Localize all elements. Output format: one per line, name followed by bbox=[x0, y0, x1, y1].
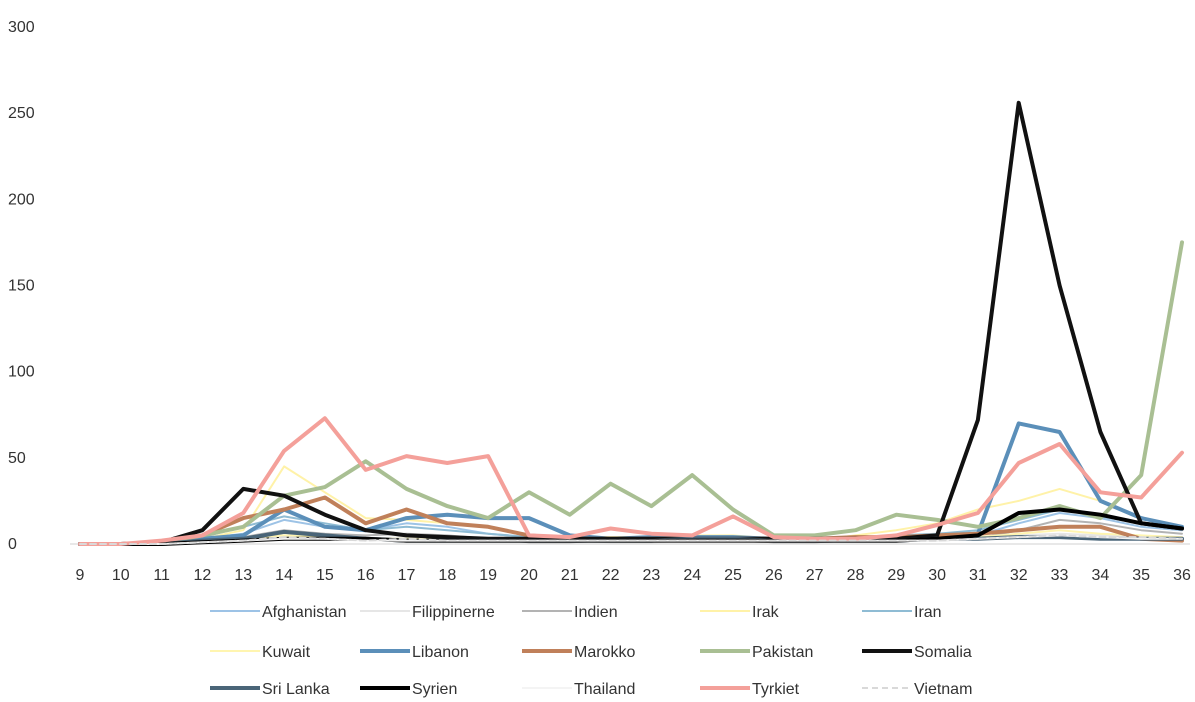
x-tick-label: 14 bbox=[275, 567, 293, 584]
x-tick-label: 32 bbox=[1010, 567, 1028, 584]
x-tick-label: 10 bbox=[112, 567, 130, 584]
legend-label: Thailand bbox=[574, 681, 635, 698]
x-tick-label: 28 bbox=[847, 567, 865, 584]
y-axis-ticks: 0 50 100 150 200 250 300 bbox=[8, 19, 35, 553]
legend-label: Indien bbox=[574, 604, 618, 621]
legend-item: Indien bbox=[522, 604, 618, 621]
x-tick-label: 12 bbox=[194, 567, 212, 584]
legend-label: Iran bbox=[914, 604, 942, 621]
legend-label: Marokko bbox=[574, 644, 635, 661]
series-line-tyrkiet bbox=[78, 416, 1184, 546]
legend-item: Marokko bbox=[522, 644, 635, 661]
legend-label: Kuwait bbox=[262, 644, 311, 661]
legend-label: Tyrkiet bbox=[752, 681, 800, 698]
x-tick-label: 34 bbox=[1091, 567, 1109, 584]
legend-item: Somalia bbox=[862, 644, 972, 661]
x-tick-label: 19 bbox=[479, 567, 497, 584]
legend-item: Syrien bbox=[360, 681, 457, 698]
y-tick-label: 50 bbox=[8, 450, 26, 467]
legend-label: Libanon bbox=[412, 644, 469, 661]
x-tick-label: 36 bbox=[1173, 567, 1191, 584]
y-tick-label: 150 bbox=[8, 278, 35, 295]
legend-label: Afghanistan bbox=[262, 604, 347, 621]
series-line-pakistan bbox=[78, 240, 1184, 546]
x-tick-label: 31 bbox=[969, 567, 987, 584]
x-tick-label: 20 bbox=[520, 567, 538, 584]
x-tick-label: 17 bbox=[398, 567, 416, 584]
x-tick-label: 13 bbox=[234, 567, 252, 584]
x-axis-ticks: 9 10 11 12 13 14 15 16 17 18 19 20 21 22 23 24 25 26 27 28 2… bbox=[76, 567, 1191, 584]
legend-label: Syrien bbox=[412, 681, 457, 698]
legend-item: Filippinerne bbox=[360, 604, 495, 621]
legend-item: Sri Lanka bbox=[210, 681, 330, 698]
legend-item: Kuwait bbox=[210, 644, 311, 661]
legend-item: Vietnam bbox=[862, 681, 972, 698]
legend-item: Iran bbox=[862, 604, 942, 621]
y-tick-label: 250 bbox=[8, 105, 35, 122]
x-tick-label: 30 bbox=[928, 567, 946, 584]
x-tick-label: 22 bbox=[602, 567, 620, 584]
y-tick-label: 200 bbox=[8, 191, 35, 208]
x-tick-label: 29 bbox=[887, 567, 905, 584]
x-tick-label: 11 bbox=[153, 567, 170, 584]
x-tick-label: 23 bbox=[643, 567, 661, 584]
x-tick-label: 9 bbox=[76, 567, 85, 584]
x-tick-label: 25 bbox=[724, 567, 742, 584]
y-tick-label: 0 bbox=[8, 536, 17, 553]
x-tick-label: 18 bbox=[438, 567, 456, 584]
legend-label: Pakistan bbox=[752, 644, 813, 661]
legend-item: Pakistan bbox=[700, 644, 813, 661]
legend-item: Irak bbox=[700, 604, 780, 621]
legend-label: Somalia bbox=[914, 644, 972, 661]
series-line-vietnam bbox=[79, 534, 1183, 545]
legend-item: Tyrkiet bbox=[700, 681, 800, 698]
legend: Afghanistan Filippinerne Indien Irak Iran Kuw… bbox=[210, 604, 972, 698]
x-tick-label: 35 bbox=[1132, 567, 1150, 584]
y-tick-label: 300 bbox=[8, 19, 35, 36]
legend-label: Irak bbox=[752, 604, 780, 621]
x-tick-label: 27 bbox=[806, 567, 824, 584]
legend-item: Afghanistan bbox=[210, 604, 347, 621]
x-tick-label: 16 bbox=[357, 567, 375, 584]
x-tick-label: 15 bbox=[316, 567, 334, 584]
legend-label: Vietnam bbox=[914, 681, 972, 698]
series-line-somalia bbox=[78, 100, 1184, 546]
x-tick-label: 21 bbox=[561, 567, 579, 584]
legend-item: Thailand bbox=[522, 681, 635, 698]
x-tick-label: 26 bbox=[765, 567, 783, 584]
x-tick-label: 33 bbox=[1051, 567, 1069, 584]
legend-item: Libanon bbox=[360, 644, 469, 661]
legend-label: Sri Lanka bbox=[262, 681, 330, 698]
y-tick-label: 100 bbox=[8, 364, 35, 381]
series-layer bbox=[78, 100, 1184, 546]
x-tick-label: 24 bbox=[683, 567, 701, 584]
legend-label: Filippinerne bbox=[412, 604, 495, 621]
